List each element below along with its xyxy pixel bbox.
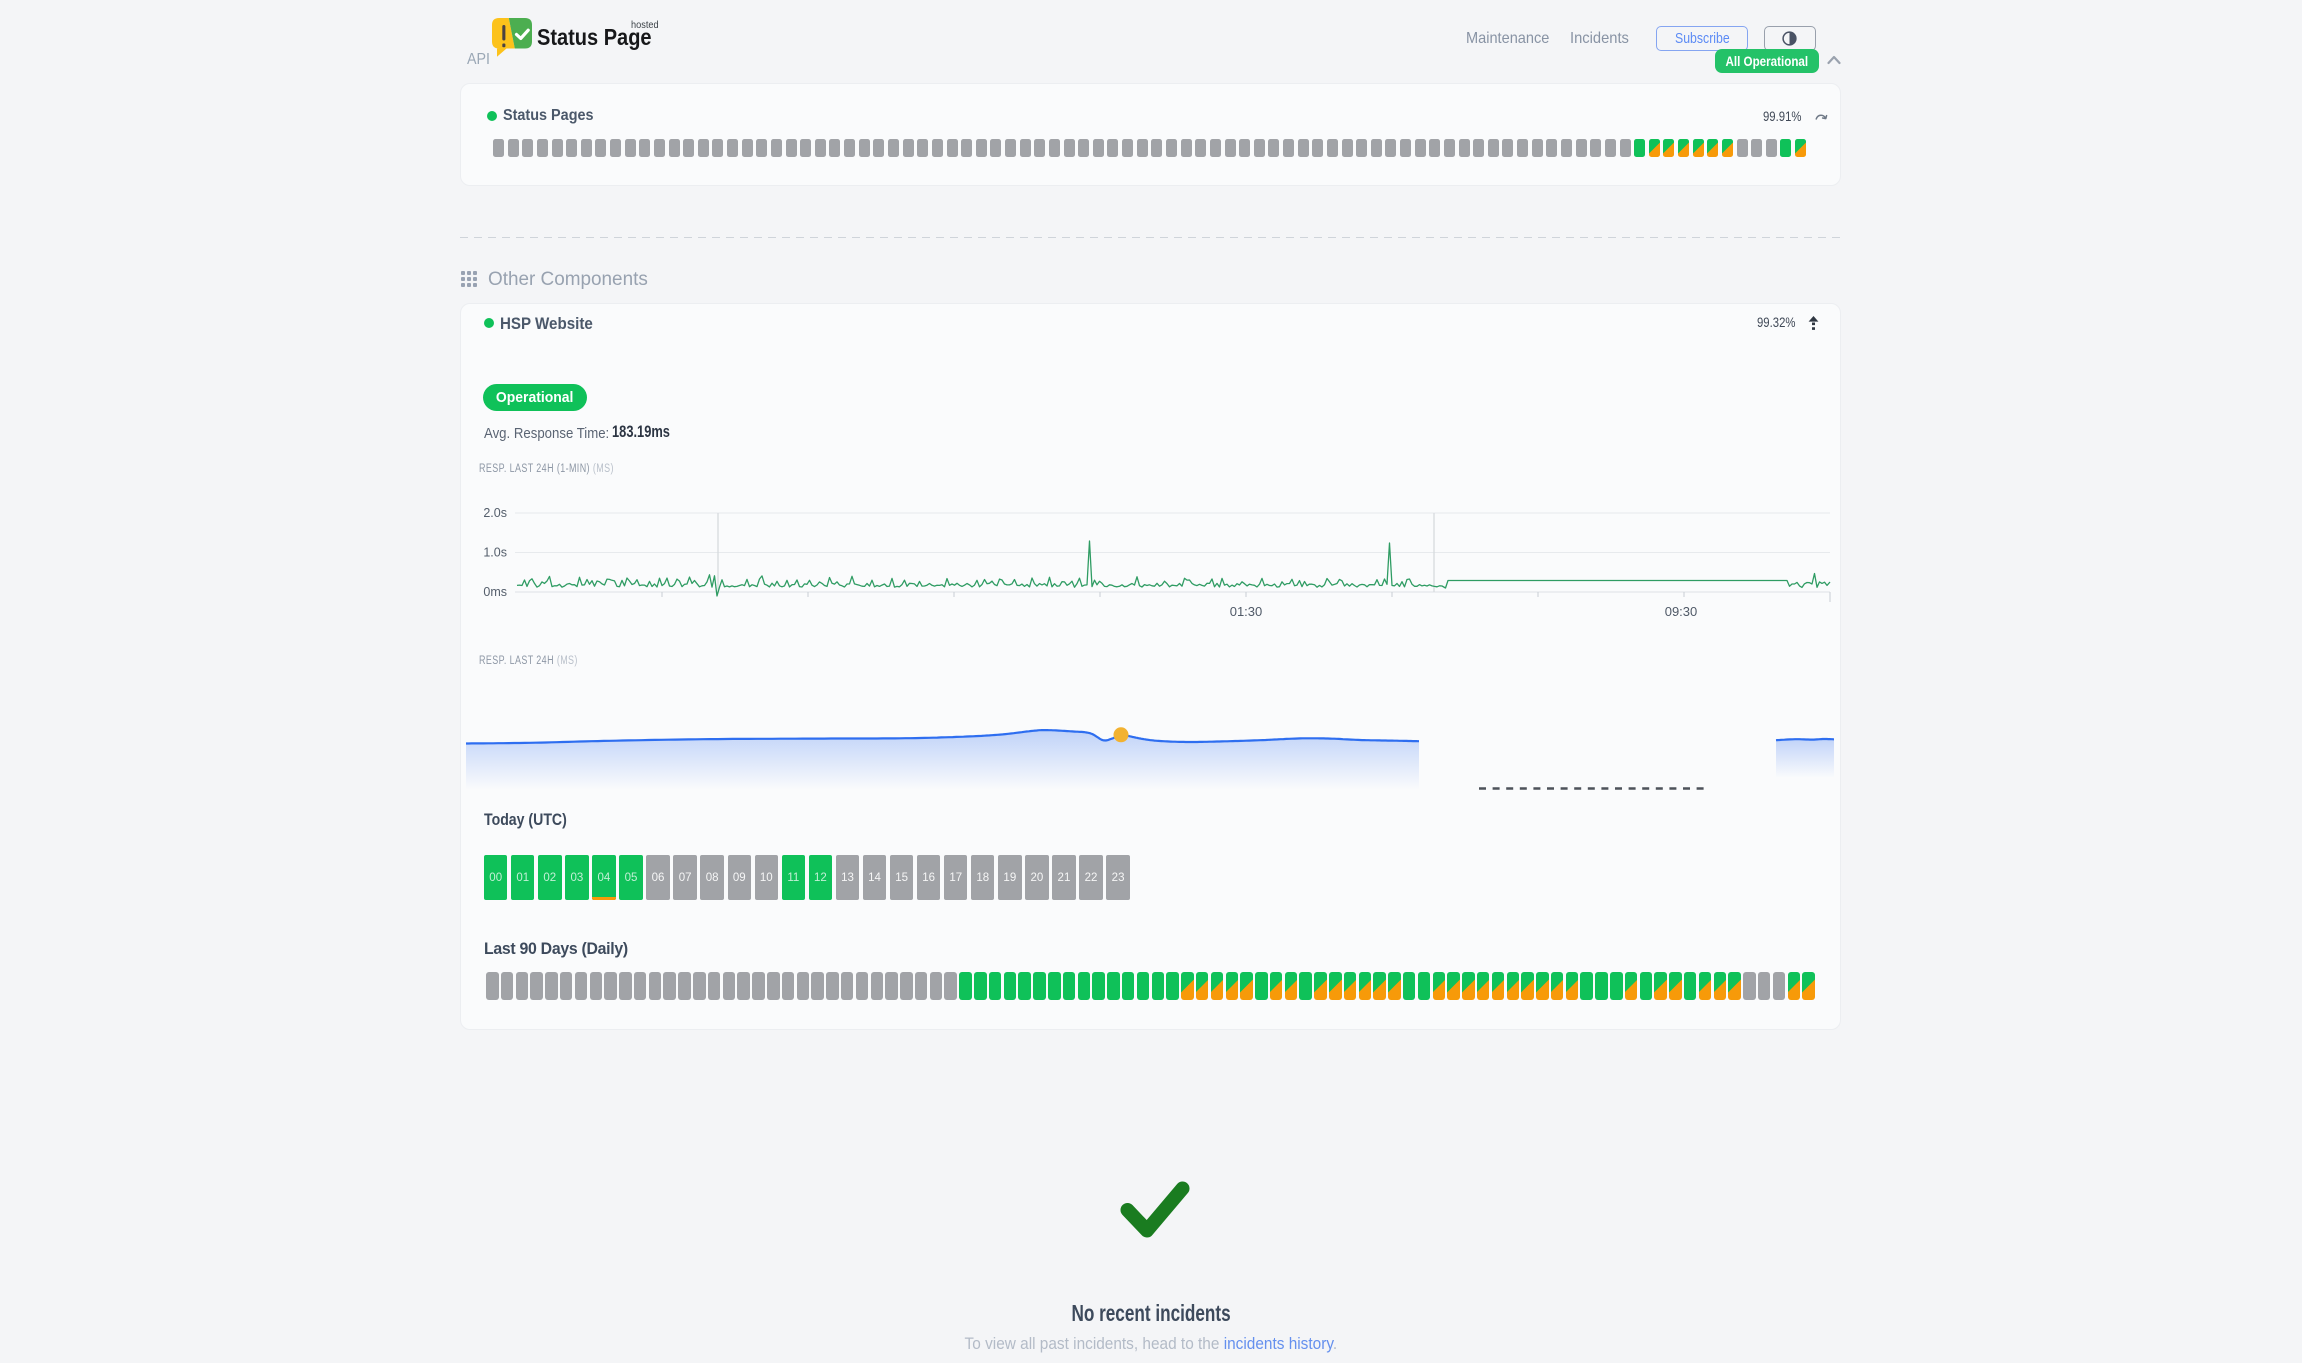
svg-text:0ms: 0ms bbox=[483, 585, 507, 599]
svg-text:01:30: 01:30 bbox=[1230, 604, 1263, 619]
svg-text:2.0s: 2.0s bbox=[483, 506, 507, 520]
svg-text:1.0s: 1.0s bbox=[483, 546, 507, 560]
svg-text:09:30: 09:30 bbox=[1665, 604, 1698, 619]
